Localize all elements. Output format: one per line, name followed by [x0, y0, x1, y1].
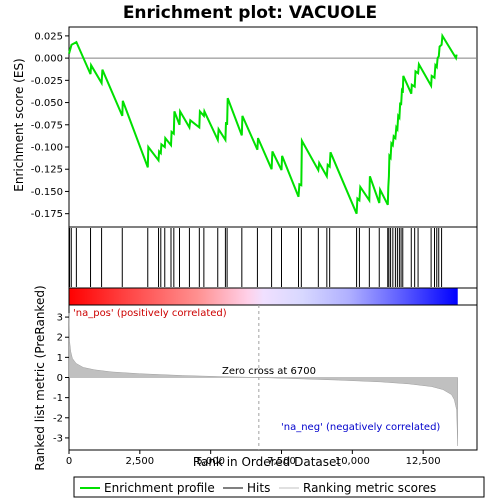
pos-correlated-label: 'na_pos' (positively correlated) — [73, 308, 227, 319]
hits-panel — [68, 226, 478, 289]
es-y-tick-label: -0.075 — [31, 120, 63, 131]
x-tick-label: 5,000 — [196, 456, 225, 467]
es-y-tick-label: -0.025 — [31, 76, 63, 87]
metric-y-tick-label: 1 — [57, 353, 63, 364]
legend-enrichment-label: Enrichment profile — [104, 481, 215, 495]
x-tick-label: 7,500 — [267, 456, 296, 467]
legend: Enrichment profile Hits Ranking metric s… — [73, 476, 485, 498]
rank-heat-strip — [68, 287, 478, 306]
x-axis-label: Rank in Ordered Dataset — [193, 455, 341, 469]
x-axis: 0 2,500 5,000 7,500 10,000 12,500 — [66, 450, 441, 467]
es-panel-frame — [68, 26, 478, 228]
metric-y-tick-label: -1 — [53, 393, 63, 404]
neg-correlated-label: 'na_neg' (negatively correlated) — [281, 422, 440, 433]
es-y-tick-label: 0.025 — [34, 31, 63, 42]
metric-panel: 3 2 1 0 -1 -2 -3 Ranked list metric (PreRanked… — [33, 285, 478, 471]
chart-title: Enrichment plot: VACUOLE — [123, 3, 377, 23]
enrichment-profile-line — [68, 32, 458, 215]
metric-y-tick-label: -2 — [53, 413, 63, 424]
heat-strip-gradient — [69, 288, 458, 305]
es-y-tick-label: -0.125 — [31, 165, 63, 176]
legend-box — [73, 476, 485, 498]
es-y-axis: 0.025 0.000 -0.025 -0.050 -0.075 -0.100 -0.125… — [31, 31, 69, 220]
legend-metric-label: Ranking metric scores — [303, 481, 436, 495]
legend-hits-label: Hits — [247, 481, 270, 495]
metric-y-axis-label: Ranked list metric (PreRanked) — [33, 285, 47, 470]
hits-panel-frame — [68, 226, 478, 289]
es-y-axis-label: Enrichment score (ES) — [12, 58, 26, 191]
x-tick-label: 2,500 — [126, 456, 155, 467]
metric-y-axis: 3 2 1 0 -1 -2 -3 — [53, 313, 69, 444]
es-y-tick-label: -0.100 — [31, 143, 63, 154]
x-tick-label: 12,500 — [406, 456, 441, 467]
metric-y-tick-label: -3 — [53, 433, 63, 444]
es-y-tick-label: -0.175 — [31, 209, 63, 220]
zero-cross-label: Zero cross at 6700 — [222, 366, 316, 377]
es-y-tick-label: -0.150 — [31, 187, 63, 198]
metric-y-tick-label: 3 — [57, 313, 63, 324]
x-tick-label: 10,000 — [335, 456, 370, 467]
x-tick-label: 0 — [66, 456, 72, 467]
es-y-tick-label: 0.000 — [34, 54, 63, 65]
es-panel: 0.025 0.000 -0.025 -0.050 -0.075 -0.100 -0.125… — [12, 26, 478, 228]
metric-y-tick-label: 2 — [57, 333, 63, 344]
metric-y-tick-label: 0 — [57, 373, 63, 384]
es-y-tick-label: -0.050 — [31, 98, 63, 109]
